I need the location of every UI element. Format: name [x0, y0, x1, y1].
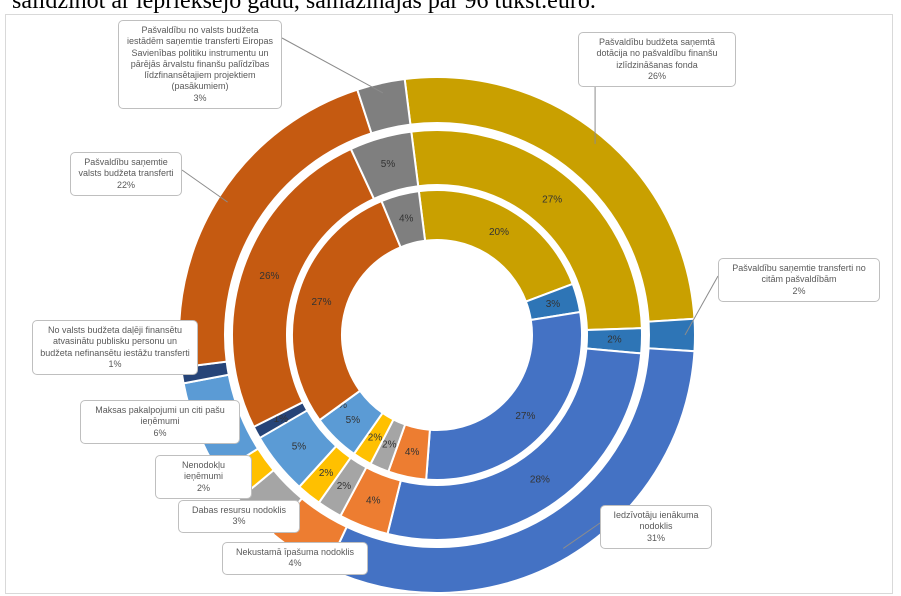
callout-value: 2% — [196, 482, 210, 493]
segment-label: 4% — [405, 447, 420, 458]
segment-label: 27% — [515, 411, 535, 422]
callout-name: Pašvaldību budžeta saņemtā dotācija no p… — [596, 37, 718, 70]
segment-label: 2% — [337, 481, 352, 492]
callout-name: Pašvaldību saņemtie valsts budžeta trans… — [78, 157, 174, 179]
callout-name: Pašvaldību saņemtie transferti no citām … — [732, 263, 866, 285]
callout-value: 22% — [116, 179, 135, 190]
segment-label: 5% — [381, 159, 396, 170]
callout: Maksas pakalpojumi un citi pašu ieņēmumi… — [80, 400, 240, 444]
callout-value: 3% — [232, 516, 246, 527]
callout: Dabas resursu nodoklis 3% — [178, 500, 300, 533]
callout-value: 1% — [108, 358, 122, 369]
segment-label: 4% — [399, 214, 414, 225]
donut-segment — [380, 190, 427, 249]
leader-line — [684, 275, 719, 336]
callout: Pašvaldību no valsts budžeta iestādēm sa… — [118, 20, 282, 109]
segment-label: 2% — [319, 468, 334, 479]
callout: No valsts budžeta daļēji finansētu atvas… — [32, 320, 198, 375]
segment-label: 4% — [366, 495, 381, 506]
segment-label: 26% — [259, 271, 279, 282]
callout: Pašvaldību saņemtie transferti no citām … — [718, 258, 880, 302]
callout-value: 6% — [153, 427, 167, 438]
segment-label: 27% — [542, 195, 562, 206]
segment-label: 20% — [489, 227, 509, 238]
caption: salīdzinot ar iepriekšējo gadu, samazinā… — [12, 0, 596, 14]
callout: Nekustamā īpašuma nodoklis 4% — [222, 542, 368, 575]
segment-label: 3% — [546, 299, 561, 310]
callout-name: Iedzīvotāju ienākuma nodoklis — [613, 510, 699, 532]
callout-name: Nekustamā īpašuma nodoklis — [235, 547, 355, 557]
segment-label: 2% — [368, 432, 383, 443]
donut-segment — [647, 317, 696, 353]
donut-segment — [425, 310, 583, 481]
callout-name: Dabas resursu nodoklis — [191, 505, 287, 515]
segment-label: 28% — [530, 474, 550, 485]
donut-segment — [349, 130, 420, 201]
segment-label: 5% — [292, 441, 307, 452]
callout-value: 31% — [646, 532, 665, 543]
callout: Pašvaldību saņemtie valsts budžeta trans… — [70, 152, 182, 196]
callout-name: No valsts budžeta daļēji finansētu atvas… — [40, 325, 190, 358]
segment-label: 2% — [607, 335, 622, 346]
callout: Iedzīvotāju ienākuma nodoklis 31% — [600, 505, 712, 549]
callout-name: Maksas pakalpojumi un citi pašu ieņēmumi — [95, 405, 225, 427]
leader-line — [562, 522, 601, 549]
segment-label: 1% — [274, 414, 289, 425]
callout: Pašvaldību budžeta saņemtā dotācija no p… — [578, 32, 736, 87]
donut-segment — [291, 199, 402, 422]
callout-value: 2% — [792, 285, 806, 296]
callout-value: 26% — [647, 70, 666, 81]
callout-name: Nenodokļu ieņēmumi — [181, 460, 226, 482]
segment-label: 2% — [382, 440, 397, 451]
segment-label: 27% — [312, 297, 332, 308]
callout-name: Pašvaldību no valsts budžeta iestādēm sa… — [126, 25, 274, 92]
donut-segment — [356, 77, 412, 135]
segment-label: 5% — [346, 415, 361, 426]
callout-value: 4% — [288, 558, 302, 569]
leader-line — [281, 37, 384, 94]
callout: Nenodokļu ieņēmumi 2% — [155, 455, 252, 499]
callout-value: 3% — [193, 92, 207, 103]
leader-line — [181, 169, 228, 203]
